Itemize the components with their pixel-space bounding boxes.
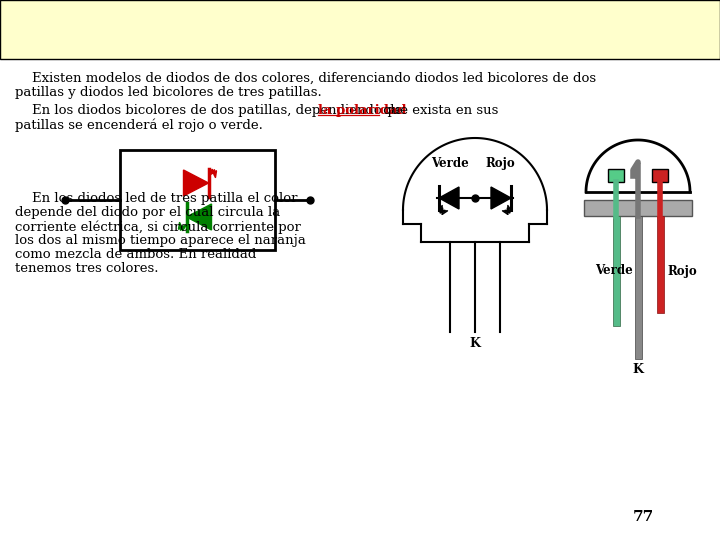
Text: Verde: Verde (595, 265, 633, 278)
Text: tenemos tres colores.: tenemos tres colores. (15, 262, 158, 275)
Text: como mezcla de ambos. En realidad: como mezcla de ambos. En realidad (15, 248, 256, 261)
Text: la polaridad: la polaridad (318, 104, 407, 117)
Bar (608, 169, 624, 182)
Text: K: K (469, 337, 480, 350)
Text: corriente eléctrica, si circula corriente por: corriente eléctrica, si circula corrient… (15, 220, 301, 233)
Text: depende del diodo por el cual circula la: depende del diodo por el cual circula la (15, 206, 280, 219)
Bar (120, 150, 275, 250)
Text: Rojo: Rojo (485, 157, 515, 170)
Polygon shape (491, 187, 511, 209)
Text: patillas se encenderá el rojo o verde.: patillas se encenderá el rojo o verde. (15, 118, 263, 132)
Bar (584, 200, 692, 216)
Polygon shape (186, 204, 212, 230)
Text: En los diodos led de tres patilla el color: En los diodos led de tres patilla el col… (15, 192, 297, 205)
Text: los dos al mismo tiempo aparece el naranja: los dos al mismo tiempo aparece el naran… (15, 234, 306, 247)
Text: patillas y diodos led bicolores de tres patillas.: patillas y diodos led bicolores de tres … (15, 86, 322, 99)
Bar (657, 216, 664, 313)
Text: K: K (633, 363, 644, 376)
Polygon shape (184, 170, 209, 196)
Text: 77: 77 (632, 510, 654, 524)
Bar (0, 0, 720, 59)
Text: Existen modelos de diodos de dos colores, diferenciando diodos led bicolores de : Existen modelos de diodos de dos colores… (15, 72, 596, 85)
Text: que exista en sus: que exista en sus (379, 104, 498, 117)
Polygon shape (439, 187, 459, 209)
Bar (613, 216, 619, 326)
Text: Verde: Verde (431, 157, 469, 170)
Text: En los diodos bicolores de dos patillas, dependiendo de: En los diodos bicolores de dos patillas,… (15, 104, 407, 117)
Bar (634, 216, 642, 359)
Text: Rojo: Rojo (667, 265, 697, 278)
Bar (652, 169, 668, 182)
